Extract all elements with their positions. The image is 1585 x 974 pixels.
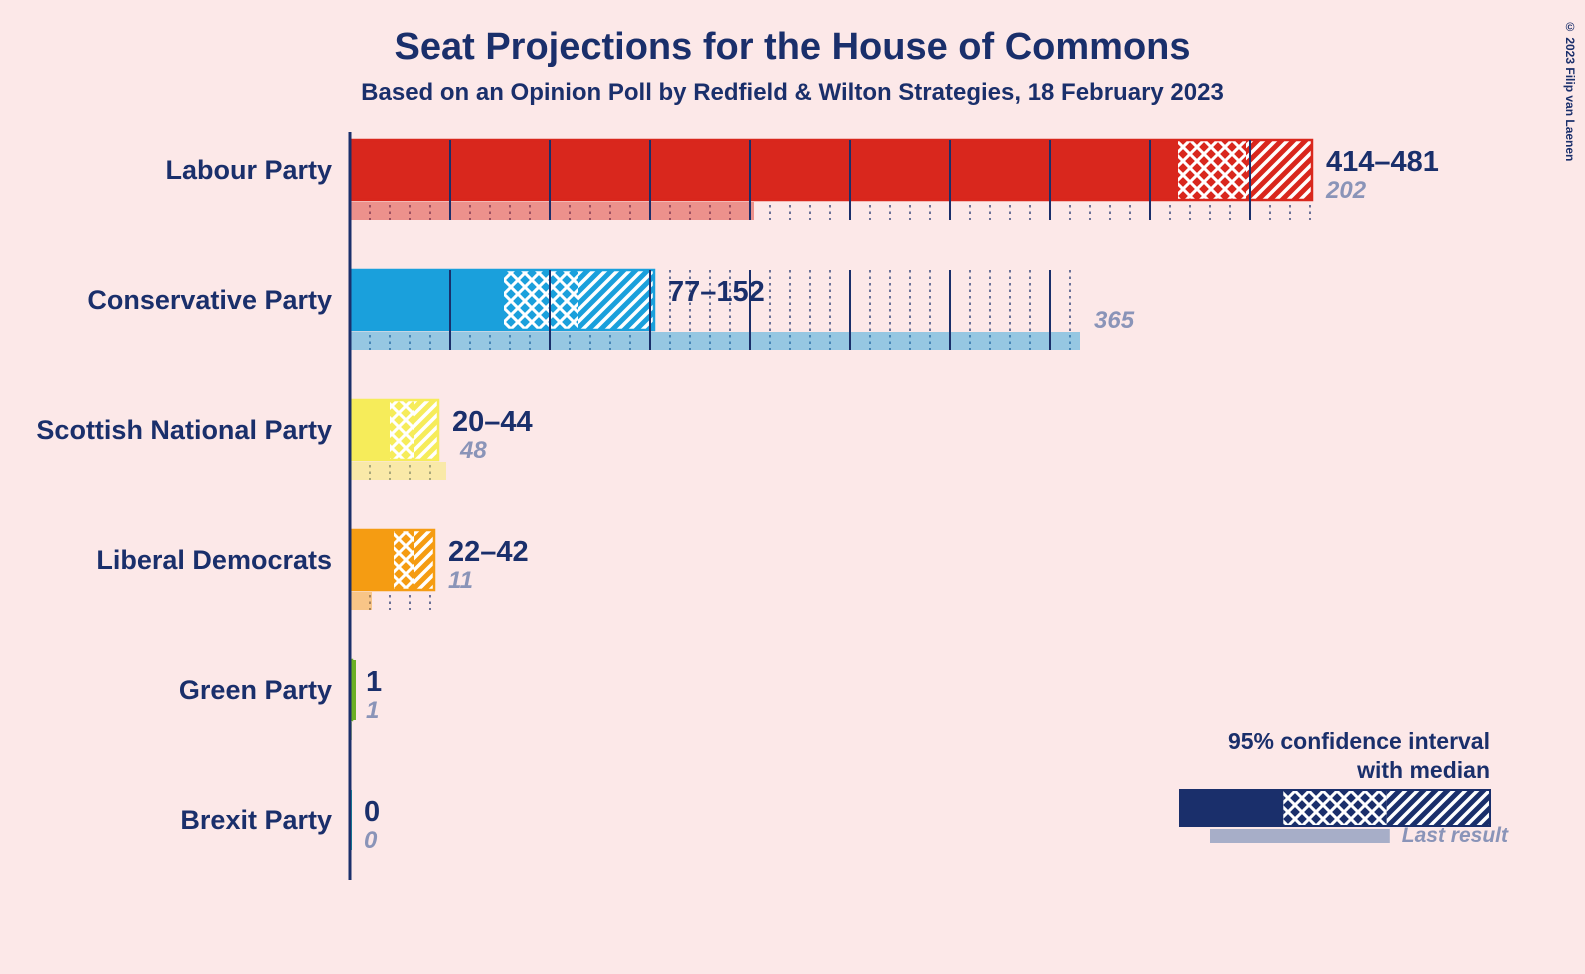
legend-ci-text: 95% confidence interval: [1228, 728, 1490, 755]
copyright-text: © 2023 Filip van Laenen: [1563, 20, 1577, 161]
party-label: Liberal Democrats: [96, 545, 332, 576]
party-label: Conservative Party: [87, 285, 332, 316]
party-label: Green Party: [179, 675, 332, 706]
legend-median-text: with median: [1357, 757, 1490, 784]
prev-label: 0: [364, 827, 377, 855]
prev-label: 1: [366, 697, 379, 725]
prev-label: 11: [448, 567, 473, 595]
range-label: 1: [366, 666, 382, 699]
range-label: 414–481: [1326, 146, 1439, 179]
prev-label: 202: [1326, 177, 1366, 205]
party-label: Brexit Party: [180, 805, 332, 836]
party-label: Labour Party: [165, 155, 332, 186]
prev-label: 365: [1094, 307, 1134, 335]
range-label: 0: [364, 796, 380, 829]
prev-label: 48: [460, 437, 487, 465]
legend-last-result: Last result: [1402, 824, 1508, 848]
range-label: 77–152: [668, 276, 765, 309]
party-label: Scottish National Party: [36, 415, 332, 446]
range-label: 20–44: [452, 406, 533, 439]
range-label: 22–42: [448, 536, 529, 569]
